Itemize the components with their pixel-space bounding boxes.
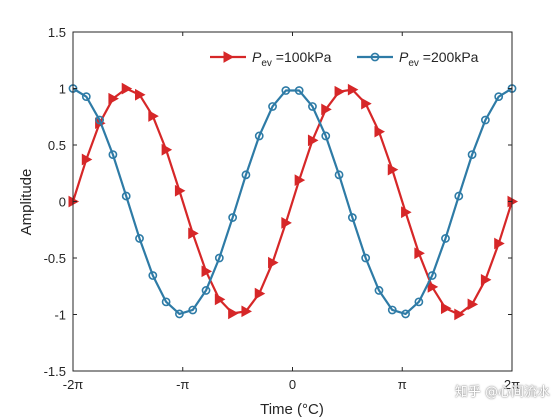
series-1-point	[401, 206, 412, 219]
series-2-point	[401, 309, 410, 319]
y-tick-label: -0.5	[44, 251, 66, 266]
series-1-point	[440, 302, 452, 315]
legend-label-subscript: ev	[261, 58, 272, 69]
series-1-point	[174, 184, 186, 197]
series-1-point	[121, 82, 133, 95]
x-tick-label: π	[398, 377, 407, 392]
series-2-point	[214, 253, 224, 263]
series-1-point	[268, 256, 279, 269]
legend-label-1: Pev =100kPa	[252, 49, 332, 69]
series-2-point	[241, 170, 251, 180]
series-2-point	[374, 286, 384, 295]
legend-label-subscript: ev	[408, 58, 419, 69]
series-2-point	[387, 305, 397, 315]
series-1-point	[281, 217, 292, 229]
series-1-point	[414, 247, 425, 260]
series-2-point	[347, 213, 357, 222]
series-2-point	[161, 297, 171, 307]
series-1-point	[494, 237, 505, 250]
x-axis-label: Time (°C)	[260, 401, 324, 418]
series-1-point	[108, 92, 119, 105]
series-1-point	[148, 110, 159, 122]
series-2-point	[454, 191, 464, 201]
series-2-line	[72, 87, 513, 316]
series-1-point	[321, 103, 332, 116]
series-2-point	[334, 170, 344, 180]
series-2-point	[467, 150, 477, 160]
x-tick-label: 0	[289, 377, 296, 392]
y-tick-label: 0	[59, 195, 66, 210]
x-tick-label: 2π	[504, 377, 520, 392]
watermark: 知乎 @心间流水	[454, 385, 550, 400]
series-2-point	[494, 92, 504, 102]
series-2-point	[321, 131, 331, 141]
series-2-point	[268, 102, 277, 111]
series-2-point	[414, 297, 424, 307]
y-axis-label: Amplitude	[18, 169, 35, 236]
series-1-point	[480, 273, 492, 286]
series-2-point	[148, 271, 158, 280]
x-tick-label: -π	[176, 377, 189, 392]
series-2-point	[228, 213, 238, 222]
series-1-point	[427, 281, 439, 293]
series-layer	[68, 82, 519, 321]
series-1-point	[347, 83, 359, 96]
series-2-point	[188, 305, 198, 315]
series-1-point	[467, 298, 479, 311]
legend-swatch-marker	[223, 51, 235, 63]
legend-label-value: =100kPa	[272, 49, 332, 65]
series-2-point	[108, 150, 118, 160]
legend-swatch-marker	[370, 52, 380, 62]
series-2-point	[427, 271, 437, 280]
series-2-point	[175, 309, 184, 319]
y-tick-label: -1.5	[44, 364, 66, 379]
ticks-layer: -2π -π 0 π 2π -1.5 -1 -0.5 0 0.5 1 1.5	[44, 25, 521, 392]
legend-label-value: =200kPa	[419, 49, 479, 65]
series-1-point	[361, 97, 372, 110]
series-2-point	[254, 131, 264, 141]
series-2-point	[308, 102, 317, 111]
legend-label-2: Pev =200kPa	[399, 49, 479, 69]
series-2-point	[81, 92, 91, 102]
series-2-point	[294, 86, 304, 95]
series-1-point	[201, 265, 213, 278]
series-1-point	[161, 143, 173, 156]
legend-label-main: P	[399, 49, 409, 65]
series-2-point	[135, 234, 144, 243]
series-2-point	[281, 86, 291, 95]
series-1-point	[228, 307, 239, 320]
series-2-point	[480, 115, 490, 125]
series-1-point	[254, 287, 266, 300]
legend: Pev =100kPa Pev =200kPa	[210, 49, 479, 69]
series-1-point	[374, 125, 385, 138]
series-1-point	[294, 174, 306, 186]
series-1-point	[241, 305, 252, 318]
y-tick-label: 0.5	[48, 138, 66, 153]
legend-label-main: P	[252, 49, 262, 65]
x-tick-label: -2π	[63, 377, 84, 392]
series-2-point	[121, 191, 131, 201]
series-2-point	[201, 286, 211, 295]
y-tick-label: 1	[59, 82, 66, 97]
series-1-point	[454, 308, 465, 321]
series-1-point	[334, 85, 346, 98]
series-2-point	[441, 234, 450, 243]
series-1-point	[387, 163, 399, 176]
series-1-line	[71, 87, 514, 316]
series-1-point	[81, 153, 93, 166]
y-tick-label: 1.5	[48, 25, 66, 40]
series-1-point	[135, 88, 146, 101]
series-2-point	[361, 253, 371, 263]
series-1-point	[307, 134, 319, 147]
y-tick-label: -1	[54, 308, 66, 323]
series-1-point	[214, 293, 226, 306]
series-1-point	[188, 227, 199, 240]
series-2-point	[95, 115, 105, 125]
